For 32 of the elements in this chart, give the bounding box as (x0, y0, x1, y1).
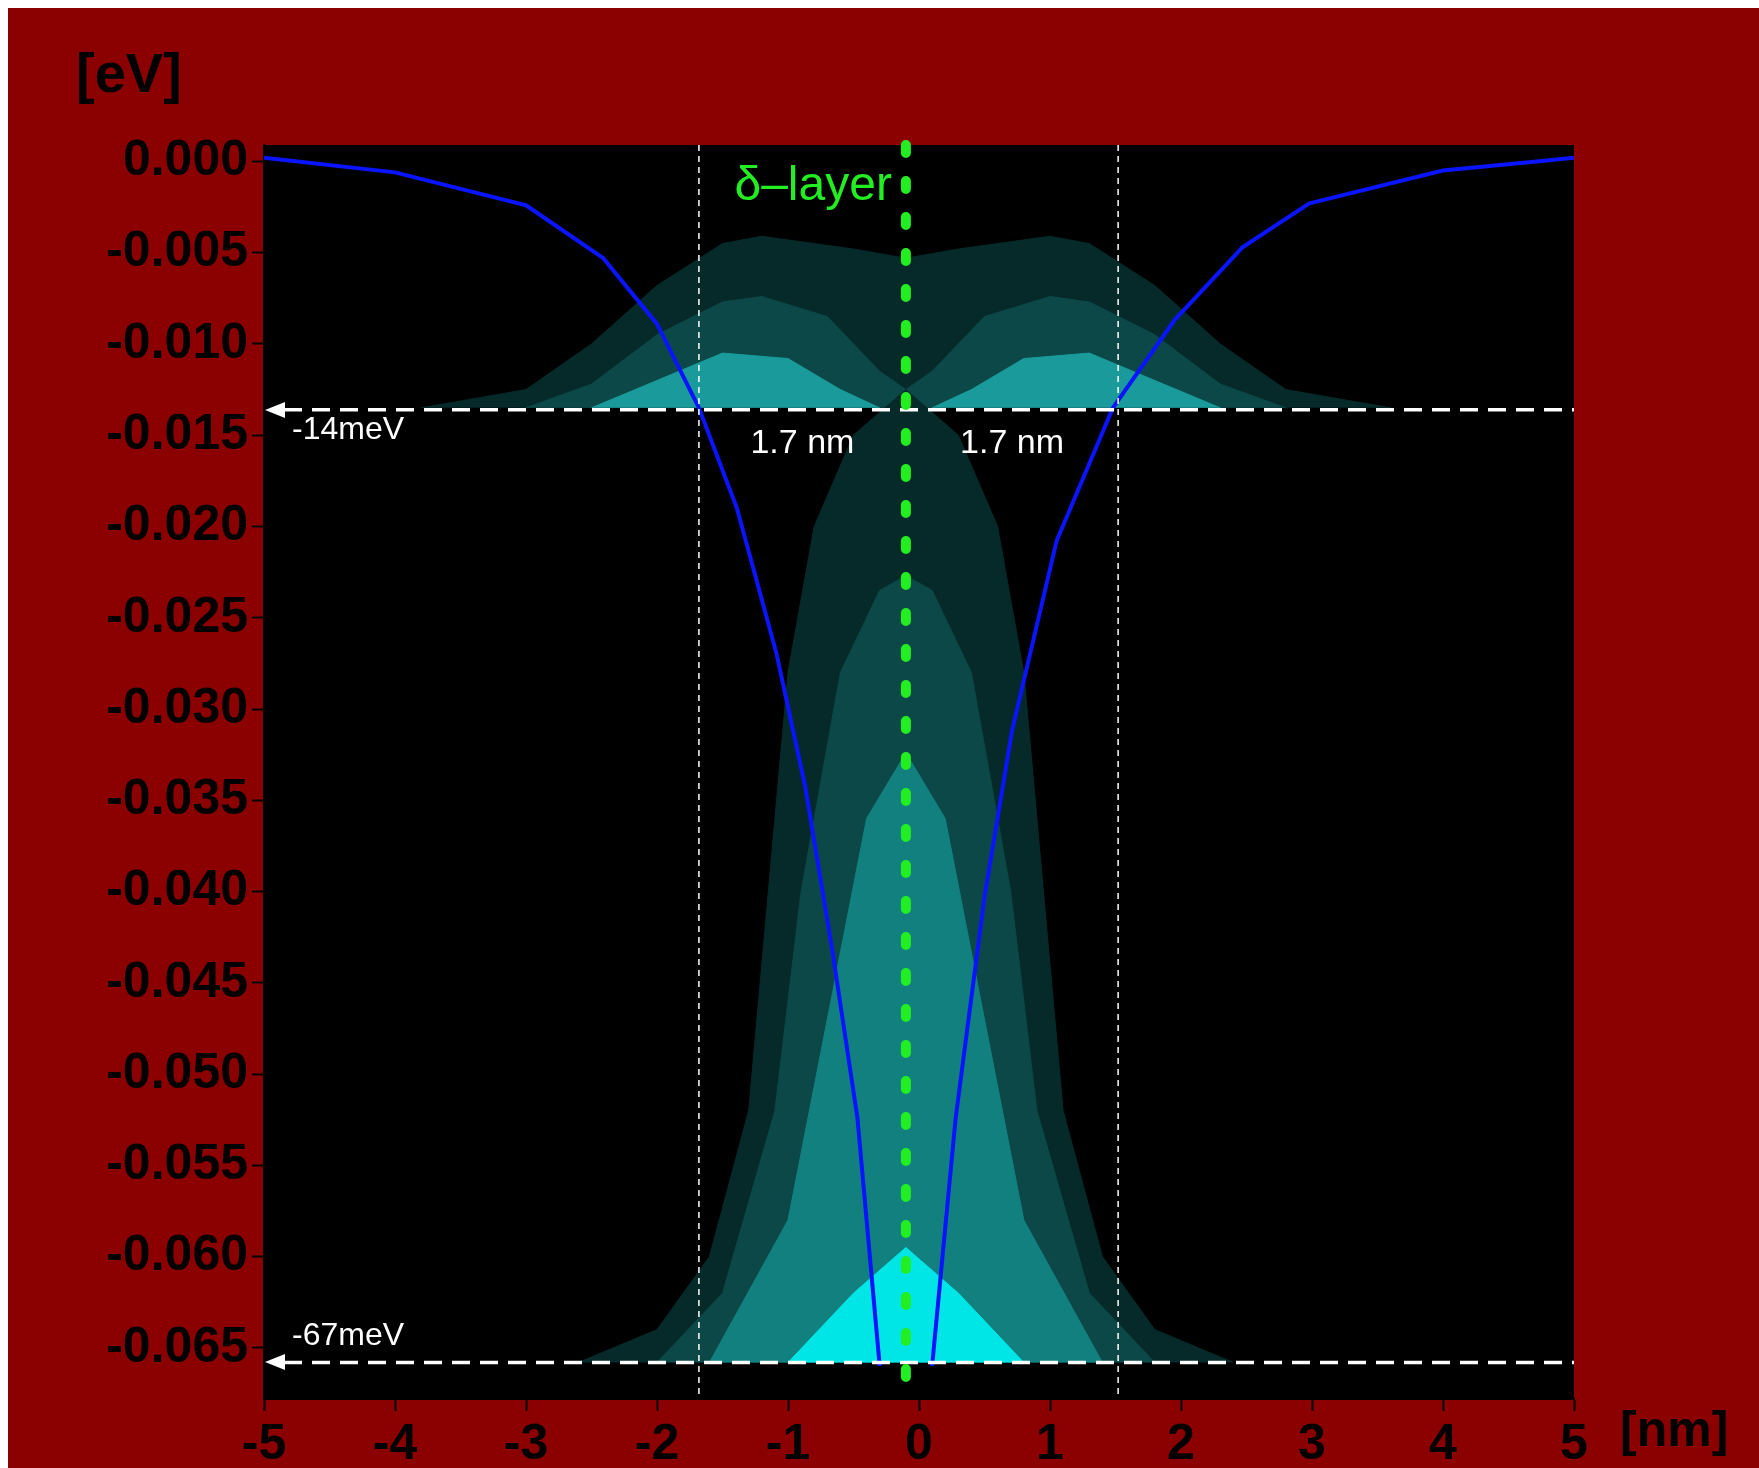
y-tick-label: -0.035 (106, 769, 248, 826)
y-tick-label: -0.040 (106, 860, 248, 917)
x-tick-label: 4 (1429, 1413, 1458, 1468)
y-tick-label: -0.010 (106, 312, 248, 369)
x-tick-label: 3 (1298, 1413, 1326, 1468)
x-axis-title: [nm] (1620, 1400, 1729, 1458)
y-tick-label: -0.050 (106, 1042, 248, 1099)
x-tick-label: -3 (503, 1413, 549, 1468)
y-tick-label: -0.025 (106, 586, 248, 643)
y-tick-label: -0.060 (106, 1225, 248, 1282)
y-tick-label: -0.005 (106, 221, 248, 278)
x-tick-label: -1 (765, 1413, 811, 1468)
ref-line-label: δ–layer (734, 157, 892, 211)
x-tick-label: 1 (1036, 1413, 1064, 1468)
y-tick-label: 0.000 (122, 130, 248, 187)
y-tick-label: -0.015 (106, 404, 248, 461)
y-tick-label: -0.045 (106, 951, 248, 1008)
ref-line-label: -14meV (292, 409, 405, 446)
x-tick-label: -2 (634, 1413, 680, 1468)
y-tick-label: -0.030 (106, 677, 248, 734)
annotation: 1.7 nm (750, 421, 855, 461)
y-tick-label: -0.065 (106, 1316, 248, 1373)
x-tick-label: 5 (1560, 1413, 1588, 1468)
annotation: 1.7 nm (960, 421, 1064, 461)
ref-line-label: -67meV (292, 1316, 405, 1353)
y-tick-label: -0.055 (106, 1134, 248, 1191)
y-axis-title: [eV] (76, 40, 182, 105)
x-tick-label: 2 (1167, 1413, 1195, 1468)
y-tick-label: -0.020 (106, 495, 248, 552)
x-tick-label: 0 (905, 1413, 933, 1468)
x-tick-label: -5 (241, 1413, 287, 1468)
x-tick-label: -4 (372, 1413, 418, 1468)
